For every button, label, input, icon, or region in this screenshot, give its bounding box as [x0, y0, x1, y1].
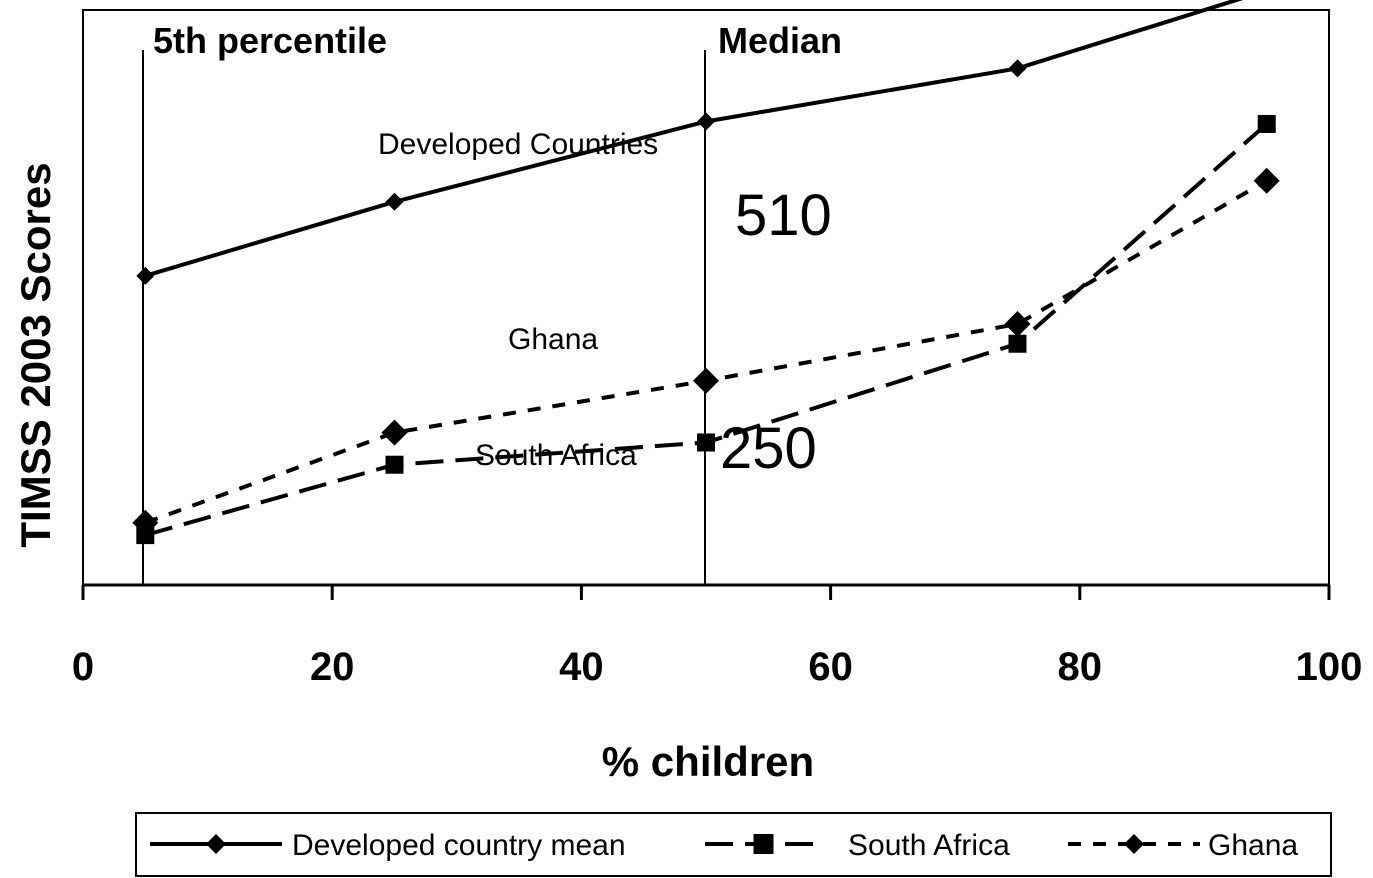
data-point-ghana-95 — [1253, 167, 1280, 194]
x-tick-label-100: 100 — [1296, 645, 1363, 689]
x-axis-title: % children — [602, 738, 814, 785]
data-point-developed-country-mean-5 — [136, 266, 155, 285]
x-tick-label-60: 60 — [808, 645, 853, 689]
data-point-ghana-5 — [132, 509, 159, 536]
data-point-south-africa-75 — [1008, 334, 1027, 353]
data-point-developed-country-mean-50 — [697, 112, 715, 131]
x-tick-label-40: 40 — [559, 645, 604, 689]
series-developed-country-mean — [136, 0, 1244, 285]
data-point-developed-country-mean-25 — [385, 192, 404, 211]
legend-label-ghana: Ghana — [1208, 829, 1298, 862]
x-tick-label-0: 0 — [72, 645, 94, 689]
data-point-south-africa-95 — [1257, 114, 1276, 133]
x-tick-label-80: 80 — [1058, 645, 1103, 689]
ghana-label: Ghana — [508, 323, 598, 356]
south-africa-median-value: 250 — [720, 416, 817, 481]
series-ghana — [132, 167, 1280, 536]
y-axis-title: TIMSS 2003 Scores — [12, 162, 59, 547]
vline-5th-percentile-label: 5th percentile — [153, 20, 387, 61]
legend-marker-developed-country-mean — [206, 834, 226, 854]
vline-median-label: Median — [718, 20, 842, 61]
legend: Developed country mean South Africa Ghana — [150, 829, 1298, 862]
legend-marker-ghana — [1124, 834, 1144, 854]
data-point-developed-country-mean-75 — [1008, 59, 1027, 78]
series-layer — [132, 0, 1280, 545]
x-tick-label-20: 20 — [310, 645, 355, 689]
legend-label-developed-country-mean: Developed country mean — [292, 829, 626, 862]
developed-countries-label: Developed Countries — [378, 128, 658, 161]
data-point-ghana-50 — [693, 367, 719, 394]
developed-median-value: 510 — [735, 183, 832, 248]
data-point-ghana-25 — [381, 419, 408, 446]
series-south-africa — [136, 114, 1276, 545]
x-axis-ticks: 0 20 40 60 80 100 — [72, 585, 1363, 689]
south-africa-label: South Africa — [475, 439, 637, 472]
data-point-south-africa-50 — [697, 433, 715, 452]
data-point-ghana-75 — [1004, 310, 1031, 337]
legend-marker-south-africa — [753, 834, 774, 854]
legend-label-south-africa: South Africa — [848, 829, 1010, 862]
data-point-south-africa-25 — [385, 455, 404, 474]
